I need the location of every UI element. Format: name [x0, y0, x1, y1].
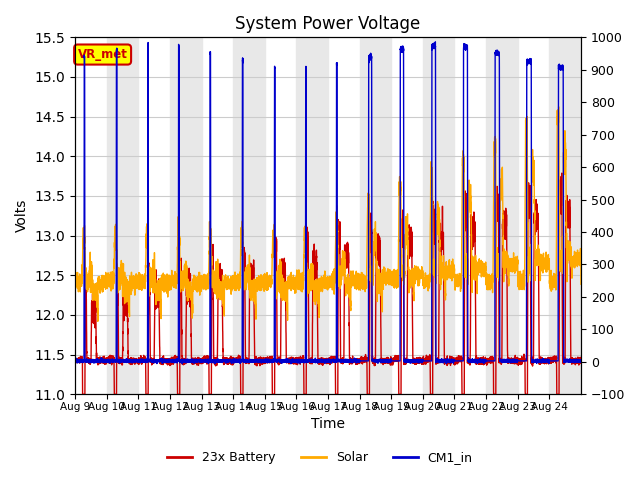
Bar: [423, 37, 454, 394]
Solar: [71, 284, 79, 289]
23x Battery: [71, 361, 79, 367]
CM1_in: [431, 39, 439, 45]
Y-axis label: Volts: Volts: [15, 199, 29, 232]
23x Battery: [227, 358, 234, 364]
Bar: [233, 37, 265, 394]
Solar: [94, 318, 102, 324]
X-axis label: Time: Time: [311, 418, 345, 432]
Line: 23x Battery: 23x Battery: [75, 173, 581, 394]
Line: Solar: Solar: [75, 107, 581, 321]
Bar: [170, 37, 202, 394]
Solar: [555, 104, 563, 109]
CM1_in: [298, 360, 306, 365]
Solar: [89, 298, 97, 303]
CM1_in: [227, 358, 234, 363]
23x Battery: [513, 359, 520, 364]
Legend: 23x Battery, Solar, CM1_in: 23x Battery, Solar, CM1_in: [163, 446, 477, 469]
CM1_in: [577, 358, 585, 364]
CM1_in: [513, 359, 520, 364]
Bar: [296, 37, 328, 394]
CM1_in: [179, 361, 186, 367]
23x Battery: [202, 354, 210, 360]
Bar: [360, 37, 391, 394]
Bar: [549, 37, 581, 394]
Bar: [486, 37, 518, 394]
23x Battery: [451, 355, 459, 360]
23x Battery: [298, 357, 306, 362]
Solar: [227, 280, 234, 286]
Solar: [451, 276, 459, 282]
Solar: [577, 281, 585, 287]
CM1_in: [202, 360, 210, 365]
CM1_in: [89, 357, 97, 362]
Bar: [107, 37, 138, 394]
Solar: [513, 259, 520, 264]
Text: VR_met: VR_met: [77, 48, 127, 61]
23x Battery: [558, 170, 566, 176]
23x Battery: [89, 306, 97, 312]
Line: CM1_in: CM1_in: [75, 42, 581, 364]
23x Battery: [79, 391, 86, 397]
CM1_in: [71, 358, 79, 364]
23x Battery: [577, 358, 585, 363]
Solar: [298, 278, 306, 284]
Solar: [202, 273, 210, 279]
Title: System Power Voltage: System Power Voltage: [236, 15, 420, 33]
CM1_in: [451, 358, 459, 364]
